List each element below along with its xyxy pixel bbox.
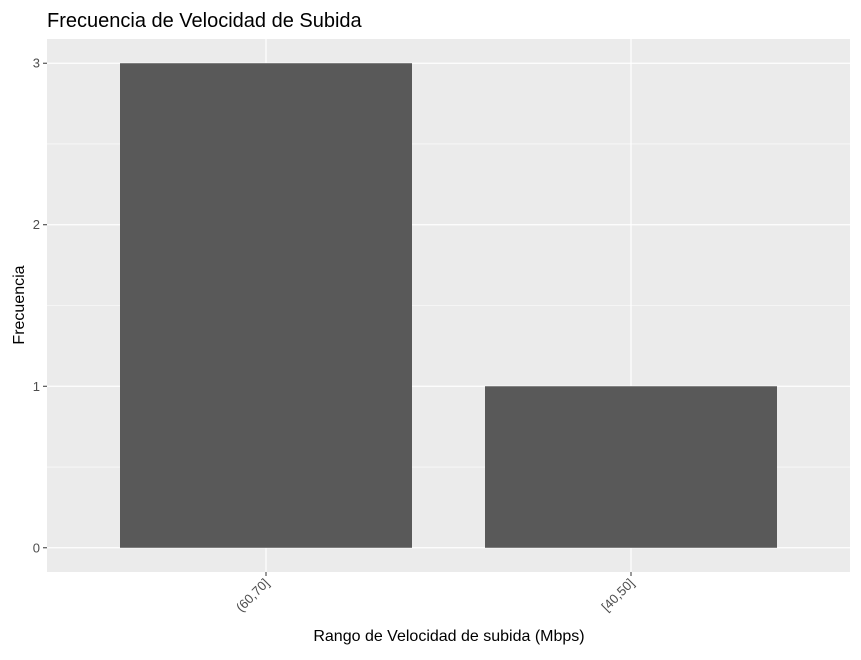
y-axis: 0 1 2 3 <box>33 56 47 555</box>
x-tick-label: (60,70] <box>233 576 272 615</box>
bar <box>485 386 777 548</box>
x-axis: (60,70] [40,50] <box>233 572 637 615</box>
bar <box>120 63 412 548</box>
x-axis-title: Rango de Velocidad de subida (Mbps) <box>313 628 584 645</box>
y-axis-title: Frecuencia <box>11 265 28 344</box>
chart-title: Frecuencia de Velocidad de Subida <box>47 10 363 32</box>
y-tick-label: 0 <box>33 540 40 555</box>
y-tick-label: 2 <box>33 217 40 232</box>
y-tick-label: 3 <box>33 56 40 71</box>
bars <box>120 63 777 548</box>
x-tick-label: [40,50] <box>598 576 637 615</box>
y-tick-label: 1 <box>33 379 40 394</box>
